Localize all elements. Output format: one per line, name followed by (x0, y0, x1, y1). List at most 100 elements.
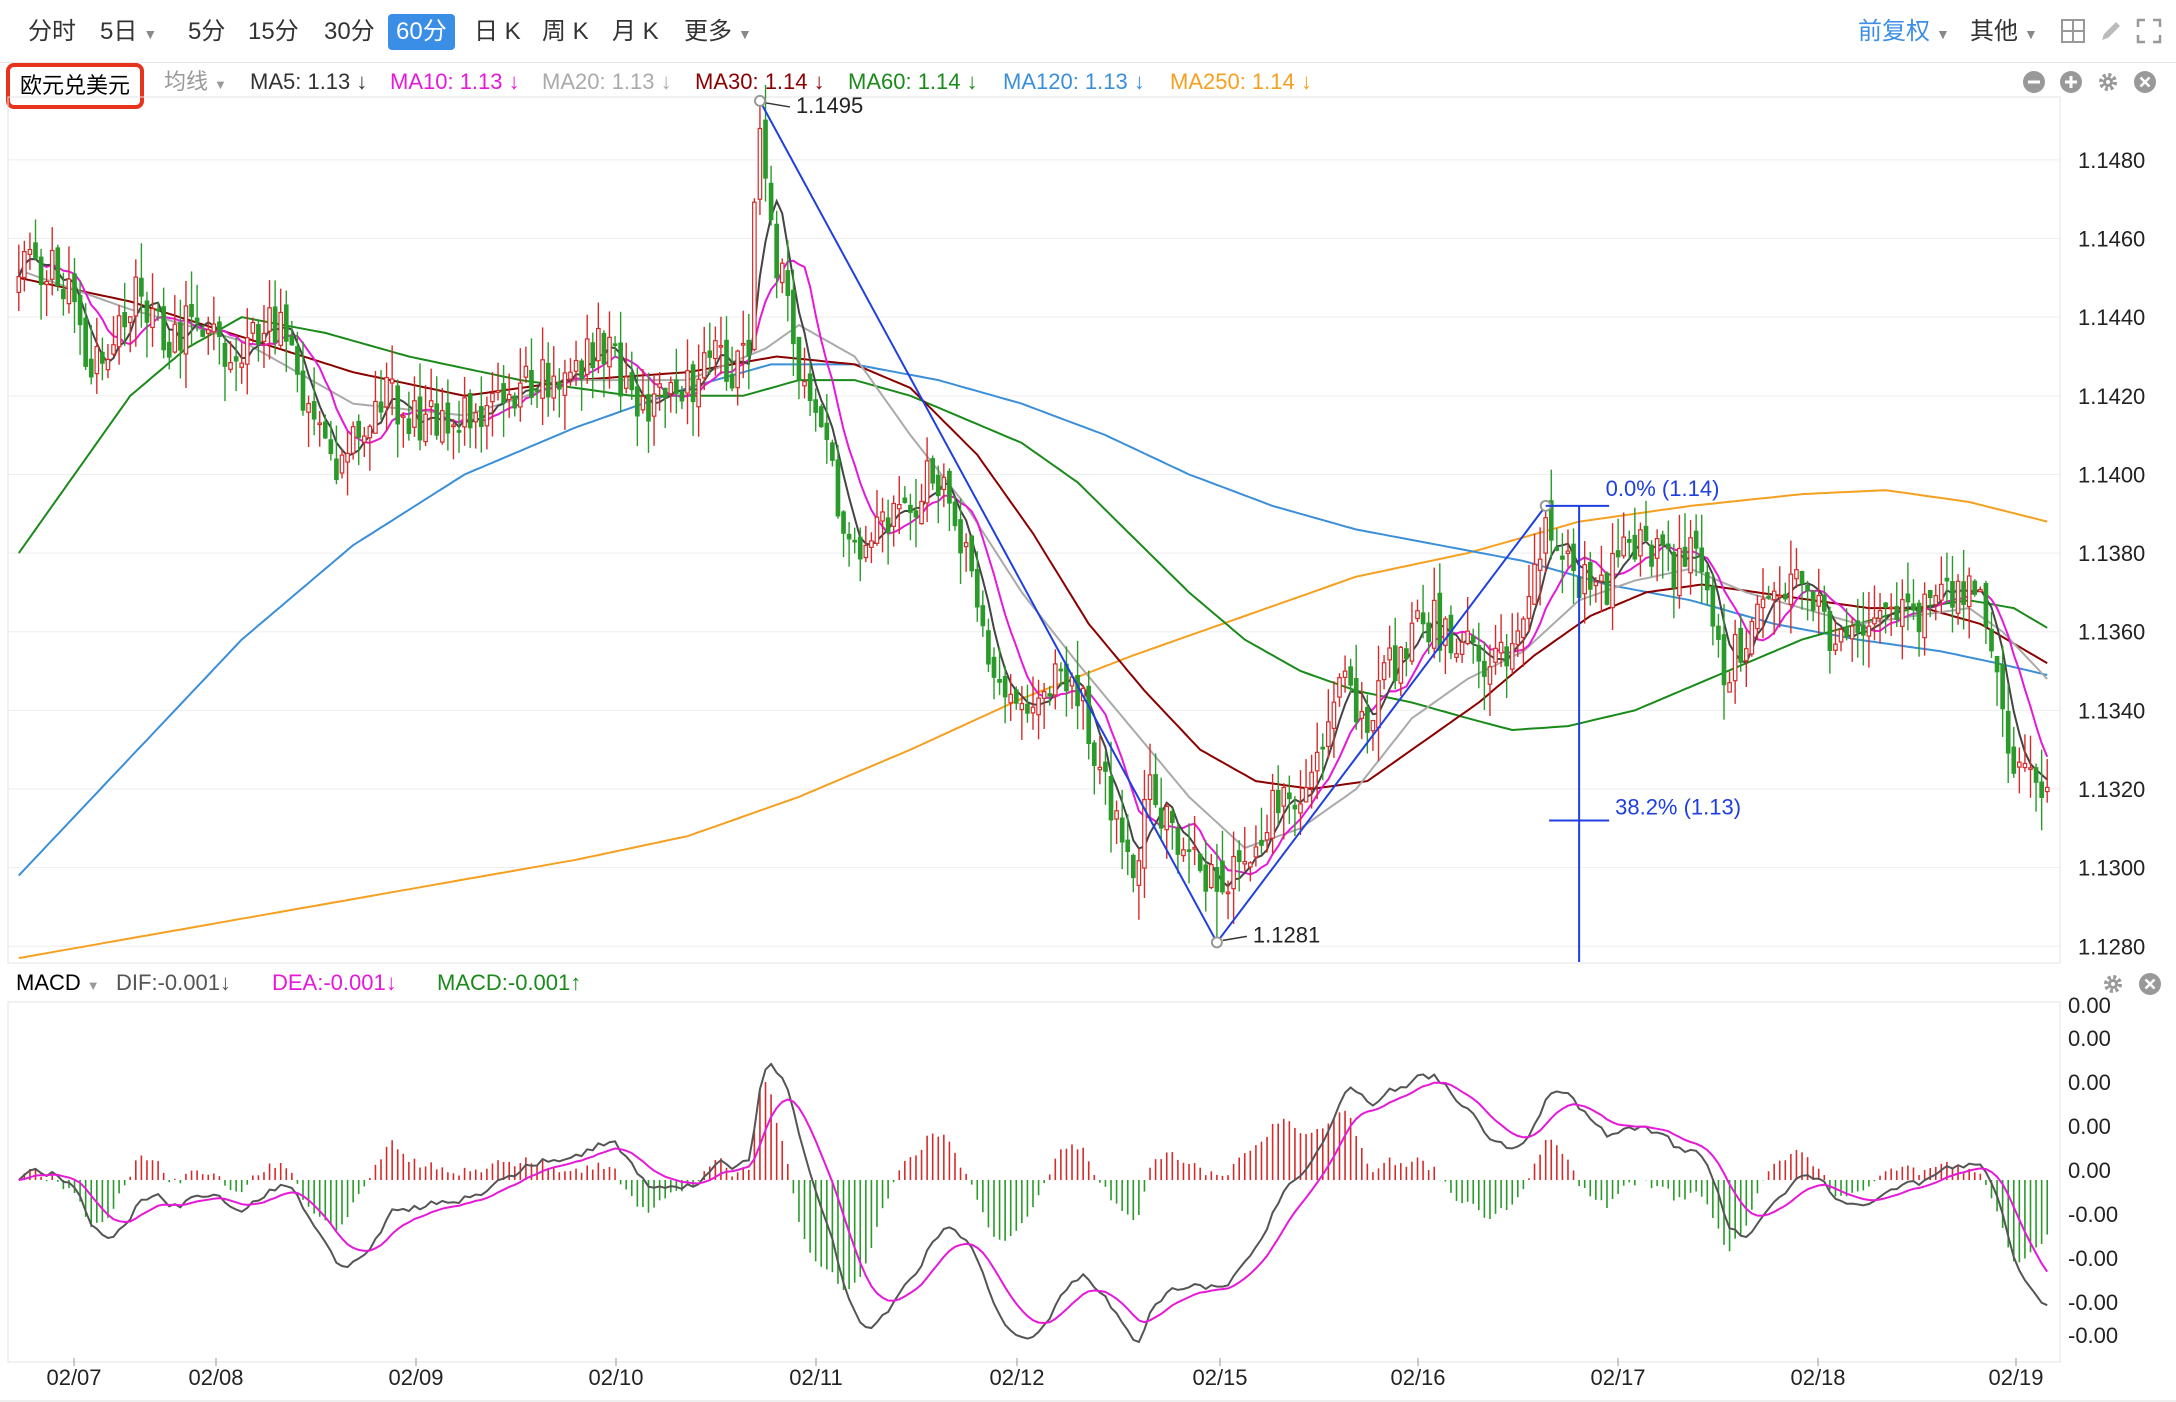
symbol-name[interactable]: 欧元兑美元 (6, 63, 145, 109)
candle-body (924, 460, 930, 504)
candle-body (668, 381, 674, 395)
close-icon[interactable] (2138, 972, 2162, 996)
candle-body (835, 459, 841, 517)
tab-timeframe-6[interactable]: 日 K (466, 14, 529, 50)
candle-body (1465, 630, 1470, 645)
timeframe-toolbar: 分时 5日 ▼ 5分 15分 30分 60分日 K 周 K 月 K 更多 ▼ 前复权 ▼ 其他 ▼ (0, 0, 2176, 63)
candle-body (568, 371, 573, 380)
candle-body (356, 420, 362, 438)
candle-body (261, 332, 267, 343)
candle-body (1169, 810, 1175, 824)
tab-timeframe-5[interactable]: 60分 (388, 14, 455, 50)
close-icon[interactable] (2133, 70, 2157, 94)
candle-body (144, 300, 150, 323)
candle-body (1632, 534, 1638, 560)
price-tick: 1.1440 (2078, 305, 2145, 330)
candle-body (406, 418, 412, 435)
candle-body (1693, 530, 1699, 549)
collapse-panel-icon[interactable] (2022, 70, 2046, 94)
candle-body (852, 539, 858, 543)
candle-body (122, 312, 127, 328)
candle-body (757, 127, 763, 200)
drawing-handle[interactable] (753, 94, 766, 107)
candle-body (579, 360, 584, 380)
gear-icon[interactable] (2096, 70, 2120, 94)
other-menu[interactable]: 其他 ▼ (1970, 14, 2038, 50)
price-tick: 1.1360 (2078, 620, 2145, 645)
candle-body (1966, 575, 1972, 608)
candle-body (1721, 634, 1727, 686)
candle-body (1766, 595, 1771, 599)
adjust-menu[interactable]: 前复权 ▼ (1858, 14, 1950, 50)
candle-body (1760, 598, 1766, 609)
candle-body (952, 501, 958, 527)
candle-body (1844, 627, 1849, 638)
macd-tick: 0.00 (2068, 1158, 2111, 1183)
candle-body (1108, 775, 1114, 821)
candle-body (1175, 827, 1181, 855)
macd-select[interactable]: MACD ▼ (16, 968, 100, 998)
candle-body (824, 422, 830, 440)
indicator-select[interactable]: 均线 ▼ (164, 67, 227, 97)
add-indicator-icon[interactable] (2059, 70, 2083, 94)
candle-body (1025, 703, 1030, 714)
candle-body (1755, 603, 1760, 630)
candle-body (1860, 624, 1866, 636)
candle-body (1604, 572, 1610, 605)
date-tick: 02/09 (388, 1365, 443, 1390)
candle-body (77, 294, 83, 326)
candle-body (958, 519, 963, 554)
candle-body (105, 358, 111, 371)
candle-body (317, 422, 323, 426)
candle-body (133, 276, 139, 317)
candle-body (295, 346, 300, 375)
candle-body (1019, 702, 1025, 711)
fullscreen-icon[interactable] (2136, 18, 2162, 44)
ma10-line (17, 257, 2049, 876)
drawing-handle[interactable] (1210, 936, 1223, 949)
draw-pen-icon[interactable] (2098, 18, 2124, 44)
candle-body (1181, 849, 1186, 857)
candle-body (1649, 544, 1654, 567)
candle-body (1231, 855, 1236, 890)
candle-body (913, 510, 919, 518)
tab-timeframe-0[interactable]: 分时 (20, 14, 84, 50)
candle-body (378, 401, 384, 413)
tab-timeframe-3[interactable]: 15分 (240, 14, 307, 50)
candle-body (991, 656, 997, 678)
candle-body (38, 256, 44, 286)
candle-body (1381, 662, 1387, 681)
candle-body (1136, 860, 1142, 886)
grid-layout-icon[interactable] (2060, 18, 2086, 44)
candle-body (696, 378, 701, 408)
gear-icon[interactable] (2101, 972, 2125, 996)
candle-body (72, 273, 77, 303)
candle-body (1888, 606, 1894, 610)
tab-timeframe-9[interactable]: 更多 ▼ (676, 14, 760, 50)
candle-body (94, 345, 100, 375)
candle-body (222, 342, 228, 367)
dea-line (18, 1081, 2049, 1325)
tab-timeframe-7[interactable]: 周 K (534, 14, 597, 50)
candle-body (1197, 853, 1203, 871)
candle-body (1030, 706, 1036, 714)
chevron-down-icon: ▼ (1936, 26, 1950, 42)
candle-body (189, 304, 194, 317)
chevron-down-icon: ▼ (738, 26, 752, 42)
tab-timeframe-2[interactable]: 5分 (180, 14, 233, 50)
candle-body (127, 316, 133, 324)
candle-body (1097, 766, 1103, 771)
candle-body (1537, 558, 1543, 571)
tab-timeframe-8[interactable]: 月 K (604, 14, 667, 50)
candle-body (1164, 805, 1170, 831)
candle-body (685, 370, 690, 394)
candle-body (139, 277, 144, 297)
candle-body (1727, 682, 1732, 693)
candle-body (194, 317, 200, 324)
candle-body (1916, 602, 1922, 633)
candle-body (2011, 746, 2017, 774)
tab-timeframe-4[interactable]: 30分 (316, 14, 383, 50)
candle-body (1939, 583, 1944, 601)
tab-timeframe-1[interactable]: 5日 ▼ (92, 14, 165, 50)
